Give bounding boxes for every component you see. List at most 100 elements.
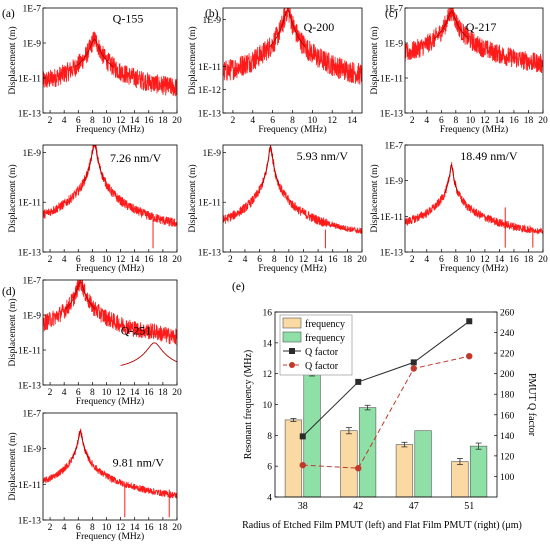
x-tick-label: 6 [76,255,81,265]
x-tick-label: 6 [76,388,81,398]
x-tick-label: 18 [343,255,353,265]
y-tick-label: 1E-11 [18,481,41,491]
x-tick-label: 8 [290,116,295,126]
spectrum-panel-b2: 2 4 6 8 10 12 14 16 18 20 1E-9 1E-11 1E-13 Frequency … [187,144,367,274]
spectrum-trace [223,145,362,234]
x-tick-label: 10 [308,116,318,126]
q-point [299,461,306,469]
panel-annotation: Q-251 [121,324,152,338]
legend-label: frequency [305,333,345,344]
x-tick-label: 20 [538,116,548,126]
x-tick-label: 4 [424,116,429,126]
y-tick-label: 6 [267,463,272,473]
y-tick-label: 1E-13 [380,110,403,120]
bar-series1 [469,445,488,498]
y-tick-label: 12 [263,370,273,380]
panel-annotation: Q-217 [466,20,497,34]
x-tick-label: 20 [357,255,367,265]
panel-annotation: 5.93 nm/V [297,149,349,163]
x-axis-label: Frequency (MHz) [76,263,144,274]
x-tick-label: 2 [48,116,53,126]
y2-tick-label: 240 [500,329,515,339]
legend-swatch [282,317,302,329]
y-tick-label: 1E-13 [198,110,221,120]
q-line-1 [302,355,470,469]
x-tick-label: 6 [439,255,444,265]
peak-curve-0 [71,430,90,460]
y-axis-label: Displacement (m) [7,298,18,366]
y2-tick-label: 100 [500,473,515,483]
y2-tick-label: 220 [500,350,515,360]
q-point [355,465,362,472]
y-tick-label: 1E-13 [18,517,41,527]
x-tick-label: 12 [116,388,126,398]
legend-label: frequency [305,319,345,330]
y-axis-label: Displacement (m) [369,26,380,94]
x-tick-label: 4 [424,255,429,265]
x-tick-label: 16 [509,116,519,126]
x-tick-label: 20 [538,255,548,265]
x-tick-label: 6 [257,255,262,265]
x-tick-label: 14 [130,523,140,533]
peak-curve-0 [261,145,280,186]
y-tick-label: 1E-13 [18,110,41,120]
x-tick-label: 16 [509,255,519,265]
x-tick-label: 12 [116,255,126,265]
legend-label: Q factor [305,347,339,358]
y2-tick-label: 260 [500,309,515,319]
x-tick-label: 16 [328,255,338,265]
plot-frame [404,144,544,253]
x-tick-label: 20 [172,116,182,126]
y-axis-label: Displacement (m) [187,26,198,94]
x-tick-label: 6 [76,116,81,126]
x-tick-label: 16 [144,388,154,398]
y-tick-label: 1E-7 [23,5,42,15]
x-tick-label: 8 [453,116,458,126]
panel-annotation: 9.81 nm/V [113,456,165,470]
spectrum-trace [43,280,177,346]
x-tick-label: 10 [102,388,112,398]
x-tick-label: 4 [62,388,67,398]
x-axis-label: Frequency (MHz) [258,124,326,135]
y2-tick-label: 120 [500,452,515,462]
x-tick-label: 8 [90,255,95,265]
panel-label: (c) [385,8,398,20]
plot-frame [222,144,363,253]
x-tick-label: 4 [62,116,67,126]
plot-frame [404,7,544,114]
y-tick-label: 1E-9 [23,149,42,159]
y-tick-label: 14 [263,339,273,349]
x-tick-label: 16 [144,523,154,533]
x-tick-label: 14 [495,116,505,126]
q-point [466,318,473,325]
plot-frame [42,7,178,114]
bar-series1 [414,430,432,498]
x-tick-label: 2 [48,388,53,398]
y-axis-label: Resonant frequency (MHz) [243,350,254,459]
y-tick-label: 1E-13 [18,382,41,392]
q-point [299,433,306,440]
y-tick-label: 1E-9 [23,40,42,50]
x-tick-label: 8 [90,523,95,533]
panel-annotation: Q-155 [113,12,144,26]
x-tick-label: 8 [453,255,458,265]
y2-tick-label: 160 [500,411,515,421]
x-tick-label: 12 [327,116,337,126]
x-tick-label: 4 [62,255,67,265]
x-tick-label: 2 [48,255,53,265]
legend-marker [289,362,295,368]
x-tick-label: 6 [439,116,444,126]
category-label: 42 [353,501,363,512]
bar-series0 [395,444,414,498]
y-tick-label: 1E-11 [380,75,403,85]
y2-tick-label: 180 [500,391,515,401]
q-point [410,359,417,366]
y-tick-label: 1E-9 [203,16,222,26]
x-tick-label: 6 [270,116,275,126]
x-tick-label: 20 [172,523,182,533]
y-tick-label: 1E-9 [23,312,42,322]
spectrum-trace [43,145,177,227]
legend: frequency frequency Q factor Q factor [279,314,353,376]
y-axis-label: Displacement (m) [369,164,380,232]
